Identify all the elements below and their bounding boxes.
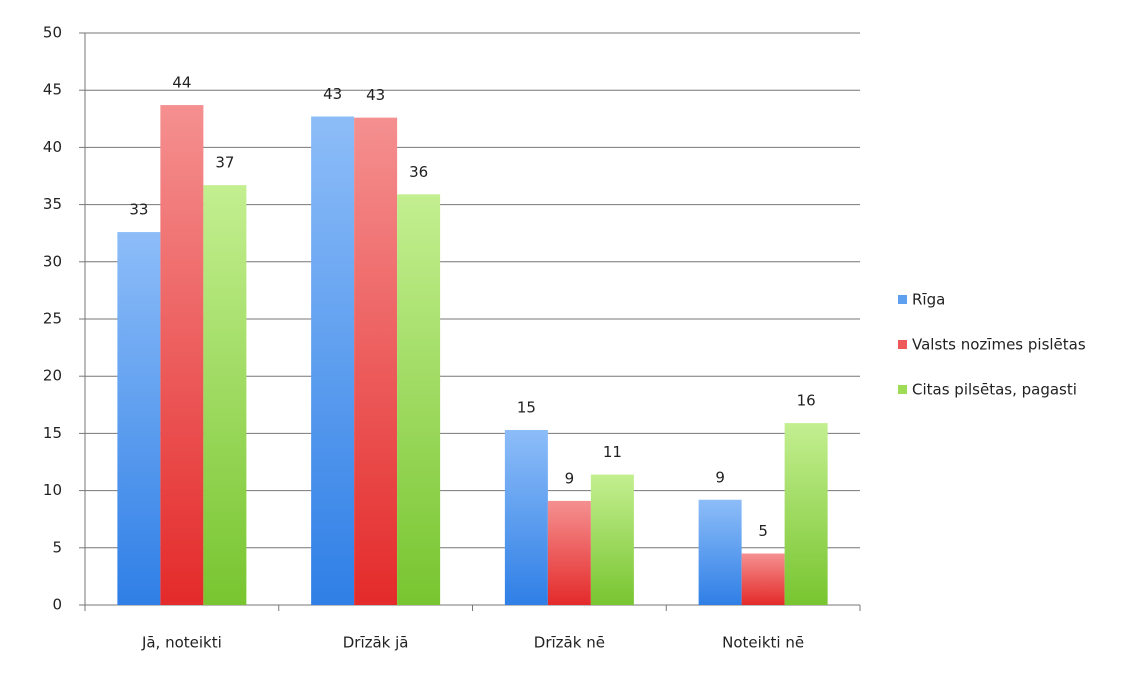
x-tick-label: Noteikti nē: [722, 634, 804, 652]
bar: [698, 499, 742, 605]
bar: [397, 194, 441, 605]
value-label: 36: [409, 163, 428, 181]
y-tick-label: 15: [43, 424, 62, 442]
value-label: 9: [565, 469, 575, 487]
value-label: 44: [172, 74, 191, 92]
y-tick-label: 50: [43, 24, 62, 42]
x-tick-label: Drīzāk nē: [534, 634, 605, 652]
x-tick-label: Drīzāk jā: [343, 634, 409, 652]
y-tick-label: 25: [43, 310, 62, 328]
value-label: 11: [603, 443, 622, 461]
bar: [547, 500, 591, 605]
y-tick-label: 0: [52, 596, 62, 614]
legend-label: Valsts nozīmes pislētas: [912, 336, 1086, 354]
legend-label: Citas pilsētas, pagasti: [912, 381, 1077, 399]
x-tick-label: Jā, noteikti: [141, 634, 222, 652]
value-label: 37: [215, 154, 234, 172]
value-label: 16: [797, 392, 816, 410]
bar: [590, 474, 634, 605]
value-label: 43: [323, 85, 342, 103]
bar: [741, 553, 785, 605]
y-tick-label: 10: [43, 481, 62, 499]
bar: [354, 117, 398, 605]
value-label: 43: [366, 86, 385, 104]
y-tick-label: 40: [43, 138, 62, 156]
y-tick-label: 35: [43, 195, 62, 213]
bar: [311, 116, 355, 606]
value-label: 9: [715, 468, 725, 486]
legend-swatch: [898, 295, 907, 304]
bar: [117, 232, 161, 605]
value-label: 5: [758, 522, 768, 540]
y-tick-label: 20: [43, 367, 62, 385]
legend-swatch: [898, 340, 907, 349]
bar: [203, 185, 247, 606]
bar: [784, 423, 828, 605]
y-tick-label: 45: [43, 81, 62, 99]
legend-swatch: [898, 385, 907, 394]
y-tick-label: 30: [43, 252, 62, 270]
legend-label: Rīga: [912, 291, 945, 309]
y-tick-label: 5: [52, 538, 62, 556]
value-label: 15: [517, 398, 536, 416]
bar: [504, 429, 548, 605]
value-label: 33: [129, 201, 148, 219]
bar: [160, 105, 204, 606]
